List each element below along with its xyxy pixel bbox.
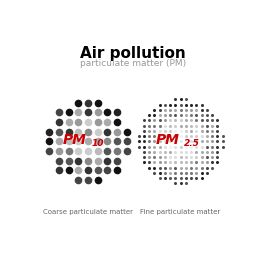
Text: 10: 10 <box>91 139 104 148</box>
Text: Air pollution: Air pollution <box>80 46 186 61</box>
Text: PM: PM <box>156 133 180 147</box>
Text: Coarse particulate matter: Coarse particulate matter <box>43 209 133 215</box>
Text: particulate matter (PM): particulate matter (PM) <box>80 59 186 68</box>
Text: 2.5: 2.5 <box>184 139 200 148</box>
Text: Fine particulate matter: Fine particulate matter <box>140 209 221 215</box>
Text: PM: PM <box>63 133 87 147</box>
